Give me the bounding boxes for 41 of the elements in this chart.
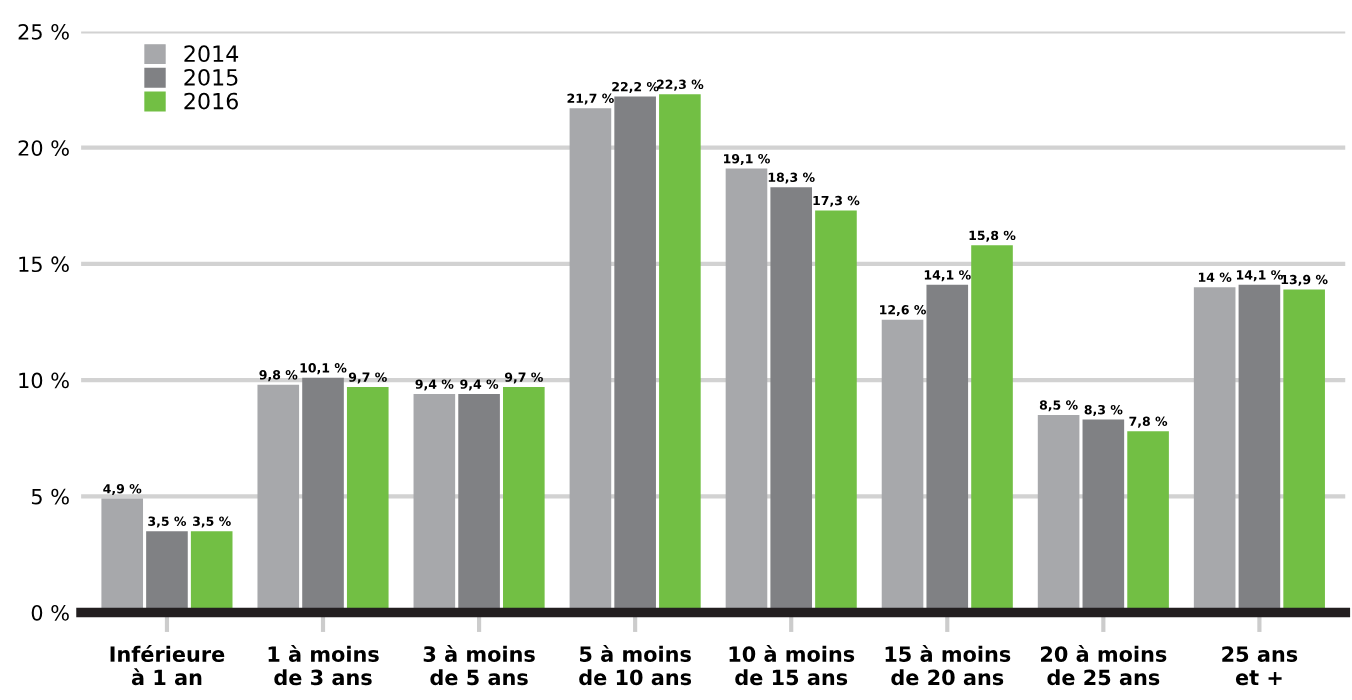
data-label: 9,8 % [259,370,298,382]
data-label: 9,7 % [348,372,387,384]
data-label: 14,1 % [924,270,971,282]
data-label: 14 % [1198,272,1232,282]
data-label: 14,1 % [1236,270,1283,282]
data-label: 10,1 % [300,363,347,375]
data-label: 19,1 % [724,153,770,166]
data-label: 7,8 % [1129,416,1168,428]
legend-label: 2016 [184,92,238,110]
y-tick-label: 10 % [19,372,69,389]
data-label: 15,8 % [969,230,1016,242]
x-tick-label: 25 ans et + [1222,646,1298,686]
x-tick-label: 15 à moins de 20 ans [885,645,1011,686]
x-tick-label: 10 à moins de 15 ans [729,645,855,686]
legend-label: 2014 [184,45,239,63]
x-tick-label: Inférieure à 1 an [110,645,225,686]
data-label: 21,7 % [567,93,614,105]
data-label: 13,9 % [1281,274,1328,286]
data-label: 8,5 % [1039,400,1078,412]
data-label: 22,3 % [657,79,704,91]
data-label: 17,3 % [813,195,860,207]
legend-label: 2015 [184,68,238,86]
y-tick-label: 25 % [18,23,69,40]
x-tick-label: 3 à moins de 5 ans [423,645,535,686]
y-tick-label: 20 % [18,140,69,156]
y-tick-label: 0 % [31,604,69,621]
data-label: 9,7 % [504,372,543,384]
data-label: 18,3 % [768,172,815,184]
y-tick-label: 15 % [19,256,69,273]
y-tick-label: 5 % [31,488,69,505]
data-label: 3,5 % [148,516,187,528]
data-label: 4,9 % [103,483,142,496]
data-label: 8,3 % [1084,404,1123,417]
data-label: 12,6 % [880,305,926,317]
data-label: 3,5 % [193,516,231,528]
data-label: 9,4 % [460,379,499,391]
x-tick-label: 1 à moins de 3 ans [268,645,379,686]
x-tick-label: 5 à moins de 10 ans [579,645,692,686]
data-label: 22,2 % [612,81,659,93]
data-label: 9,4 % [415,379,454,391]
x-tick-label: 20 à moins de 25 ans [1041,645,1167,686]
